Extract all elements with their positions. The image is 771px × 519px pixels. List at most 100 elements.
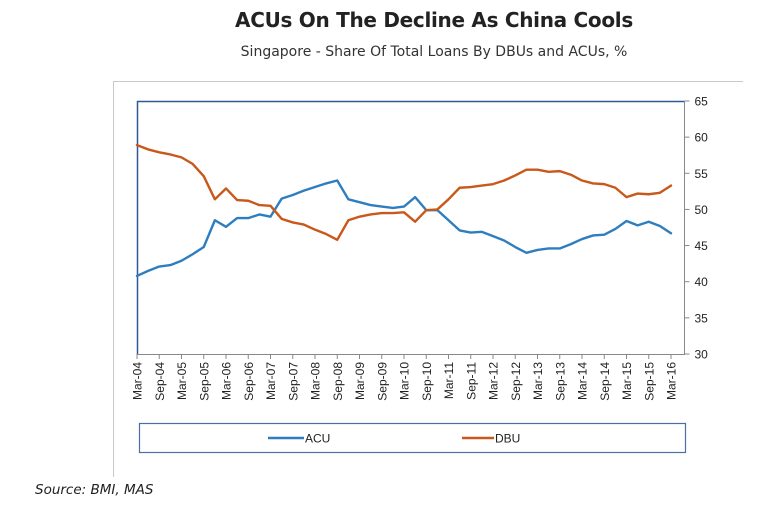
data-point-dbu [447, 198, 450, 201]
data-point-acu [636, 224, 639, 227]
data-point-dbu [614, 186, 617, 189]
data-point-dbu [603, 183, 606, 185]
x-tick-label: Sep-07 [286, 362, 300, 401]
data-point-acu [214, 219, 216, 222]
x-tick-label: Sep-10 [420, 362, 434, 401]
x-tick-label: Sep-09 [375, 362, 389, 401]
data-point-acu [258, 213, 261, 216]
data-point-dbu [258, 204, 261, 206]
data-point-acu [492, 235, 494, 237]
data-point-dbu [247, 199, 250, 202]
data-point-dbu [558, 170, 561, 172]
data-point-dbu [492, 183, 494, 185]
data-point-acu [180, 259, 183, 262]
source-note: Source: BMI, MAS [35, 482, 154, 498]
x-tick-label: Sep-15 [642, 362, 656, 401]
x-tick-label: Sep-05 [197, 362, 211, 401]
y-tick-label: 55 [695, 167, 709, 181]
legend-label-dbu: DBU [495, 432, 520, 446]
data-point-dbu [570, 173, 572, 176]
data-point-acu [581, 238, 583, 240]
data-point-acu [414, 196, 416, 198]
legend-item-acu: ACU [268, 432, 330, 446]
data-point-acu [670, 232, 672, 235]
data-point-acu [191, 253, 194, 256]
data-point-dbu [325, 233, 327, 235]
data-point-dbu [436, 208, 439, 211]
y-axis-ticks: 30 35 40 45 50 55 60 65 [684, 95, 709, 362]
legend-box [138, 422, 687, 454]
data-point-dbu [547, 171, 550, 173]
data-point-acu [369, 204, 372, 206]
plot-area [137, 101, 685, 355]
data-point-dbu [147, 148, 149, 151]
x-tick-label: Mar-12 [487, 362, 501, 400]
data-point-acu [336, 179, 339, 182]
x-tick-label: Mar-07 [264, 362, 278, 400]
data-point-dbu [536, 168, 539, 171]
x-tick-label: Sep-14 [598, 362, 612, 401]
data-point-dbu [280, 218, 283, 220]
data-point-dbu [503, 179, 505, 182]
data-point-dbu [625, 196, 628, 198]
x-tick-label: Sep-11 [464, 362, 478, 400]
data-point-dbu [191, 163, 194, 165]
data-point-acu [158, 265, 161, 268]
x-tick-label: Sep-12 [509, 362, 523, 401]
data-point-acu [447, 219, 450, 222]
data-point-acu [169, 264, 172, 266]
x-tick-label: Mar-04 [131, 362, 145, 400]
x-tick-label: Mar-05 [175, 362, 189, 400]
data-point-dbu [403, 211, 405, 214]
data-point-acu [269, 215, 272, 218]
y-tick-label: 65 [695, 95, 709, 109]
data-point-acu [481, 231, 483, 233]
data-point-dbu [592, 182, 594, 185]
data-point-acu [547, 247, 550, 250]
data-point-acu [458, 229, 461, 232]
x-tick-label: Mar-08 [309, 362, 323, 400]
data-point-dbu [314, 228, 316, 231]
data-point-dbu [458, 186, 461, 189]
data-point-dbu [214, 198, 216, 201]
data-point-acu [358, 201, 361, 203]
y-tick-label: 35 [695, 311, 709, 325]
data-point-acu [592, 234, 594, 237]
y-tick-label: 30 [695, 348, 709, 362]
data-point-dbu [269, 205, 272, 207]
x-tick-label: Mar-11 [442, 362, 456, 399]
data-point-dbu [180, 156, 183, 159]
data-point-dbu [347, 219, 350, 222]
x-tick-label: Mar-09 [353, 362, 367, 400]
data-point-dbu [581, 179, 583, 182]
data-point-acu [225, 225, 227, 228]
data-point-acu [503, 239, 505, 242]
data-point-acu [325, 182, 327, 185]
x-tick-label: Mar-10 [398, 362, 412, 400]
data-point-acu [147, 270, 149, 272]
x-tick-label: Sep-13 [553, 362, 567, 401]
y-tick-label: 50 [695, 203, 709, 217]
data-point-acu [570, 243, 572, 245]
data-point-acu [347, 198, 350, 201]
data-point-dbu [303, 223, 305, 226]
data-point-acu [202, 246, 205, 248]
x-axis-ticks: Mar-04 Sep-04 Mar-05 Sep-05 Mar-06 Sep-06 Mar-… [131, 354, 679, 401]
data-point-acu [659, 225, 661, 227]
data-point-dbu [670, 184, 672, 187]
data-point-dbu [291, 221, 294, 224]
data-point-dbu [369, 213, 372, 216]
data-point-dbu [425, 209, 428, 211]
data-point-acu [136, 275, 138, 277]
chart-title: ACUs On The Decline As China Cools [235, 8, 633, 32]
x-tick-label: Mar-16 [665, 362, 679, 400]
data-point-dbu [469, 186, 472, 188]
data-point-acu [291, 194, 294, 196]
x-tick-label: Sep-04 [153, 362, 167, 401]
x-tick-label: Sep-06 [242, 362, 256, 401]
y-tick-label: 40 [695, 275, 709, 289]
data-point-acu [647, 220, 650, 223]
y-tick-label: 45 [695, 239, 709, 253]
data-point-acu [280, 197, 283, 200]
